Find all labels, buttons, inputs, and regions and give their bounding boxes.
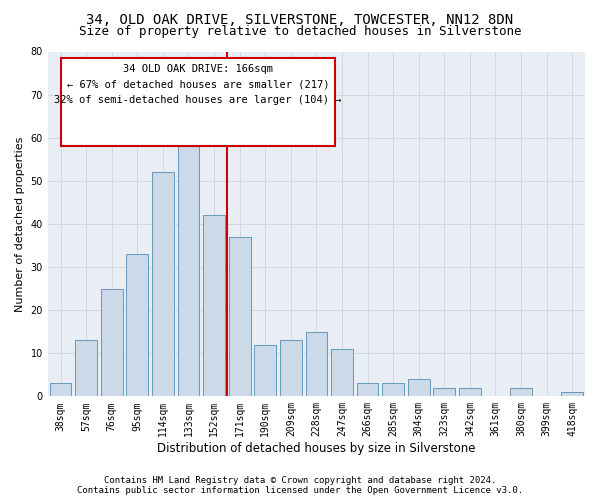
Bar — [510, 388, 532, 396]
Bar — [152, 172, 174, 396]
Bar — [382, 384, 404, 396]
Bar — [433, 388, 455, 396]
Bar — [331, 349, 353, 397]
Bar — [178, 125, 199, 396]
Text: Contains public sector information licensed under the Open Government Licence v3: Contains public sector information licen… — [77, 486, 523, 495]
Bar — [280, 340, 302, 396]
Bar — [127, 254, 148, 396]
Y-axis label: Number of detached properties: Number of detached properties — [15, 136, 25, 312]
Text: Contains HM Land Registry data © Crown copyright and database right 2024.: Contains HM Land Registry data © Crown c… — [104, 476, 496, 485]
Bar — [408, 379, 430, 396]
Bar — [50, 384, 71, 396]
Text: Size of property relative to detached houses in Silverstone: Size of property relative to detached ho… — [79, 25, 521, 38]
Bar — [101, 288, 122, 397]
Text: 32% of semi-detached houses are larger (104) →: 32% of semi-detached houses are larger (… — [55, 94, 342, 104]
Text: 34 OLD OAK DRIVE: 166sqm: 34 OLD OAK DRIVE: 166sqm — [123, 64, 273, 74]
Bar — [356, 384, 379, 396]
Bar — [229, 237, 251, 396]
X-axis label: Distribution of detached houses by size in Silverstone: Distribution of detached houses by size … — [157, 442, 476, 455]
Bar — [305, 332, 327, 396]
Bar — [75, 340, 97, 396]
Bar — [203, 216, 225, 396]
Bar — [254, 344, 276, 397]
FancyBboxPatch shape — [61, 58, 335, 146]
Bar — [562, 392, 583, 396]
Bar — [459, 388, 481, 396]
Text: 34, OLD OAK DRIVE, SILVERSTONE, TOWCESTER, NN12 8DN: 34, OLD OAK DRIVE, SILVERSTONE, TOWCESTE… — [86, 12, 514, 26]
Text: ← 67% of detached houses are smaller (217): ← 67% of detached houses are smaller (21… — [67, 79, 329, 89]
